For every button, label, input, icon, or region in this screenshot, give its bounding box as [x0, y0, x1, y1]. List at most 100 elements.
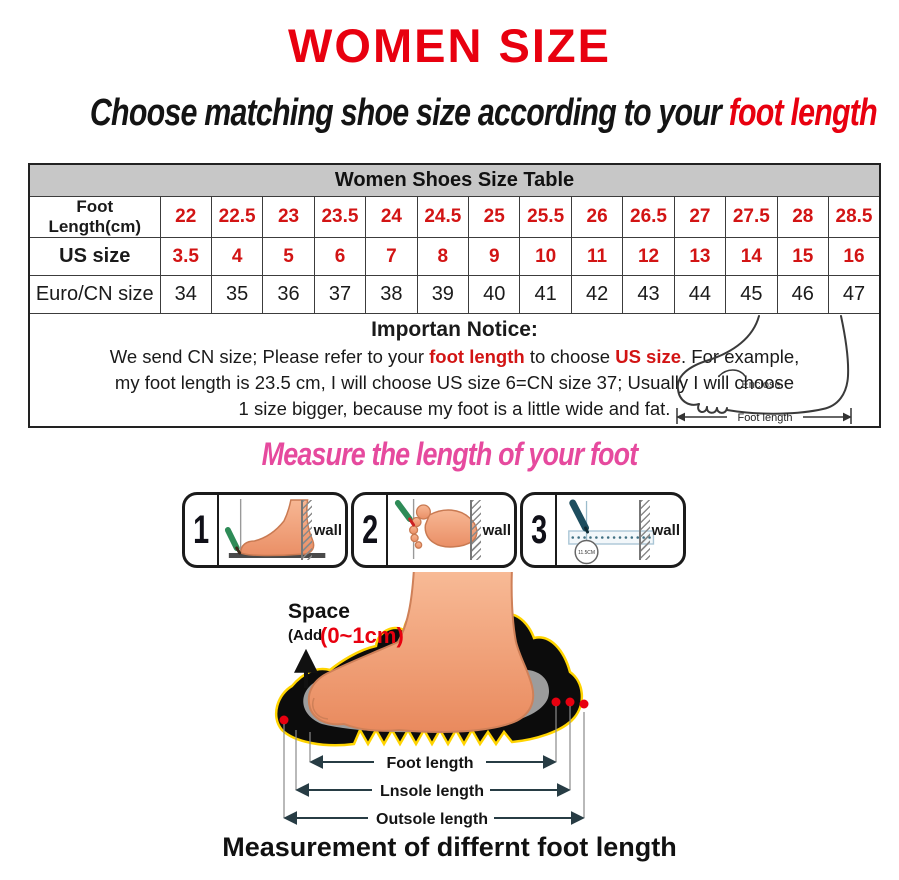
wall: wall: [638, 500, 680, 560]
cell: 26: [570, 196, 624, 238]
notice-text: . For example,: [681, 345, 800, 367]
cell: 8: [416, 237, 470, 276]
ruler-measure-icon: 11.5CM: [568, 499, 655, 565]
measure-step-3: 3 11.5CM wall: [520, 492, 686, 568]
cell: 5: [262, 237, 315, 276]
toe-crease: [312, 697, 329, 720]
subtitle-red-text: foot length: [728, 92, 878, 134]
table-row-us-size: US size 3.5 4 5 6 7 8 9 10 11 12 13 14 1…: [28, 237, 881, 276]
step-1-illustration: wall: [219, 495, 345, 565]
cell: 44: [673, 275, 727, 314]
cell: 26.5: [622, 196, 675, 238]
table-title: Women Shoes Size Table: [28, 163, 881, 197]
notice-text: to choose: [524, 345, 616, 367]
subtitle-black-text: Choose matching shoe size according to y…: [89, 92, 729, 134]
step-2-number: 2: [361, 507, 379, 552]
cell: 27.5: [725, 196, 778, 238]
ruler-value: 11.5CM: [578, 550, 595, 556]
notice-heading: Importan Notice:: [371, 318, 538, 342]
foot-length-label: Foot length: [386, 755, 473, 772]
step-2-illustration: wall: [388, 495, 514, 565]
notice-row: Importan Notice: We send CN size; Please…: [28, 313, 881, 428]
step-3-illustration: 11.5CM wall: [557, 495, 683, 565]
cell: 11: [570, 237, 624, 276]
wall-label: wall: [313, 521, 342, 539]
size-table: Women Shoes Size Table Foot Length(cm) 2…: [28, 163, 881, 428]
cell: 6: [313, 237, 367, 276]
cell: 27: [673, 196, 727, 238]
table-row-foot-length: Foot Length(cm) 22 22.5 23 23.5 24 24.5 …: [28, 196, 881, 238]
step-1-number: 1: [192, 507, 210, 552]
outsole-length-label: Outsole length: [376, 811, 488, 828]
dimension-arrows: [283, 755, 585, 825]
notice-red-foot-length: foot length: [429, 345, 525, 367]
cell: 12: [622, 237, 675, 276]
table-header-row: Women Shoes Size Table: [28, 163, 881, 197]
cell: 28: [776, 196, 829, 238]
measure-step-2: 2: [351, 492, 517, 568]
cell: 36: [262, 275, 315, 314]
notice-text: We send CN size; Please refer to your: [109, 345, 430, 367]
cell: 42: [570, 275, 624, 314]
notice-foot-dim-label: Foot length: [737, 412, 792, 424]
cell: 24: [365, 196, 418, 238]
wall-hatch-icon: [469, 500, 481, 560]
measurement-dots: [279, 697, 589, 725]
wall: wall: [300, 500, 342, 560]
subtitle: Choose matching shoe size according to y…: [89, 92, 878, 135]
cell: 23.5: [313, 196, 367, 238]
guide-lines: [283, 706, 585, 818]
cell: 38: [365, 275, 418, 314]
enclose-label: Enclose: [741, 379, 780, 391]
notice-line-2: my foot length is 23.5 cm, I will choose…: [114, 371, 795, 393]
cell: 15: [776, 237, 829, 276]
step-number: 1: [185, 495, 219, 565]
space-label: Space: [288, 600, 350, 623]
cell: 25.5: [519, 196, 572, 238]
cell: 37: [313, 275, 367, 314]
bottom-caption: Measurement of differnt foot length: [222, 832, 677, 862]
wall-hatch-icon: [638, 500, 650, 560]
cell: 39: [416, 275, 470, 314]
cell: 16: [827, 237, 881, 276]
row-label-us-size: US size: [28, 237, 161, 276]
notice-line-3: 1 size bigger, because my foot is a litt…: [238, 398, 671, 420]
cell: 47: [827, 275, 881, 314]
notice-line-1: We send CN size; Please refer to your fo…: [30, 344, 879, 370]
wall-hatch-icon: [300, 500, 312, 560]
cell: 22: [159, 196, 212, 238]
cell: 22.5: [210, 196, 264, 238]
cell: 46: [776, 275, 829, 314]
cell: 3.5: [159, 237, 212, 276]
cell: 45: [725, 275, 778, 314]
wall: wall: [469, 500, 511, 560]
cell: 24.5: [416, 196, 470, 238]
wall-label: wall: [651, 521, 680, 539]
measure-heading: Measure the length of your foot: [261, 436, 639, 472]
foot-sole-view-icon: [394, 499, 478, 559]
step-number: 2: [354, 495, 388, 565]
range-label: (0~1cm): [320, 623, 404, 648]
notice-red-us-size: US size: [615, 345, 682, 367]
cell: 10: [519, 237, 572, 276]
cell: 34: [159, 275, 212, 314]
step-3-number: 3: [530, 507, 548, 552]
cell: 9: [468, 237, 521, 276]
row-label-eur-size: Euro/CN size: [28, 275, 161, 314]
row-label-foot-length: Foot Length(cm): [28, 196, 161, 238]
step-number: 3: [523, 495, 557, 565]
page-title: WOMEN SIZE: [288, 19, 611, 72]
cell: 43: [622, 275, 675, 314]
cell: 13: [673, 237, 727, 276]
shoe-measurement-diagram: Space (Add (0~1cm) Foot: [274, 572, 589, 828]
foot-shape: [307, 572, 535, 733]
cell: 23: [262, 196, 315, 238]
cell: 7: [365, 237, 418, 276]
notice-cell: Importan Notice: We send CN size; Please…: [28, 313, 881, 428]
cell: 4: [210, 237, 264, 276]
wall-label: wall: [482, 521, 511, 539]
cell: 28.5: [827, 196, 881, 238]
cell: 35: [210, 275, 264, 314]
measure-step-1: 1 wall: [182, 492, 348, 568]
